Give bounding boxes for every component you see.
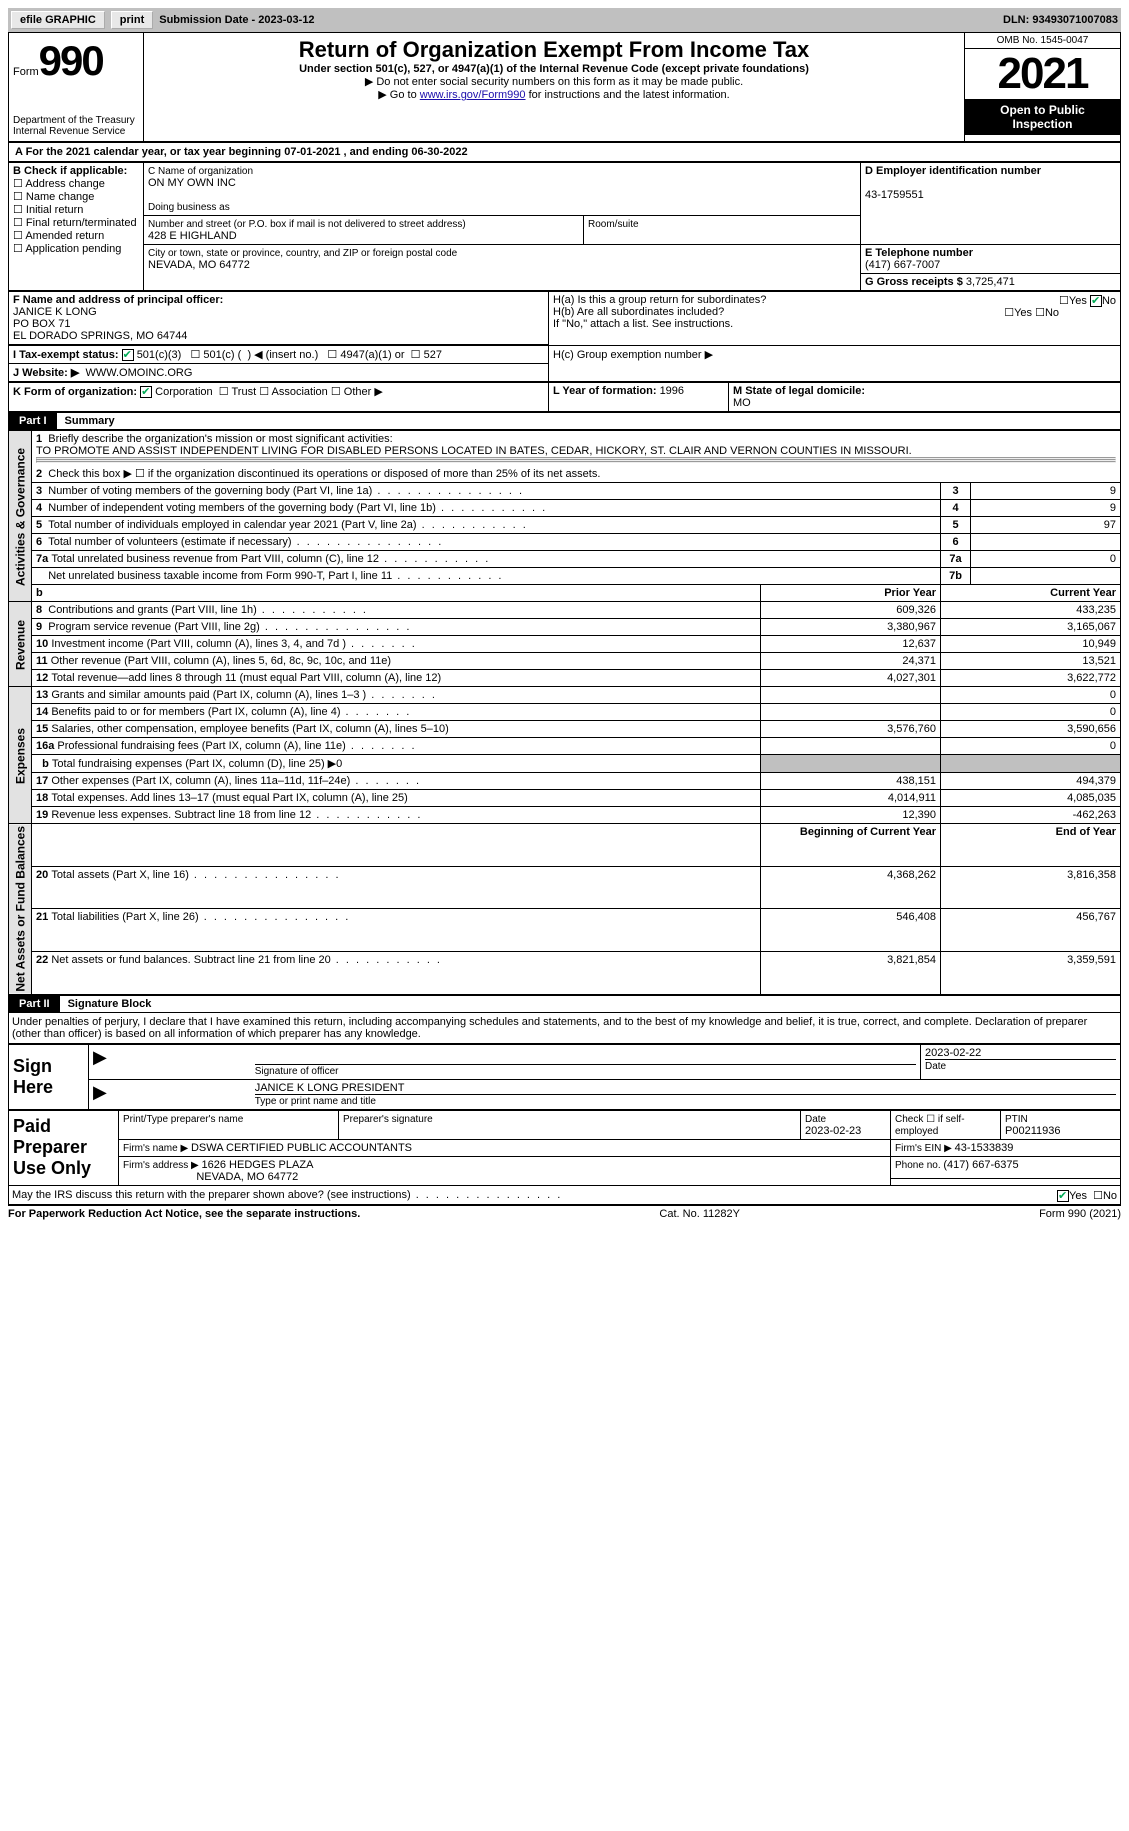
dln: DLN: 93493071007083 [1003, 14, 1118, 26]
signature-block: Sign Here ▶ Signature of officer 2023-02… [8, 1044, 1121, 1110]
l1-label: Briefly describe the organization's miss… [48, 433, 392, 445]
ptin: P00211936 [1005, 1125, 1060, 1137]
firm-ein: 43-1533839 [955, 1142, 1014, 1154]
submission-date: Submission Date - 2023-03-12 [159, 14, 314, 26]
vlabel-revenue: Revenue [13, 619, 27, 669]
city-value: NEVADA, MO 64772 [148, 259, 250, 271]
top-toolbar: efile GRAPHIC print Submission Date - 20… [8, 8, 1121, 32]
phone-label: E Telephone number [865, 247, 973, 259]
ck-amended-return[interactable]: ☐ Amended return [13, 230, 104, 242]
ck-corporation[interactable] [140, 386, 152, 398]
gross-receipts-label: G Gross receipts $ [865, 276, 966, 288]
ein-value: 43-1759551 [865, 189, 924, 201]
form-subtitle: Under section 501(c), 527, or 4947(a)(1)… [148, 63, 960, 75]
form-header: Form990 Department of the Treasury Inter… [8, 32, 1121, 142]
discuss-line: May the IRS discuss this return with the… [8, 1186, 1121, 1205]
website-label: J Website: ▶ [13, 367, 79, 379]
street-value: 428 E HIGHLAND [148, 230, 237, 242]
firm-addr1: 1626 HEDGES PLAZA [202, 1159, 314, 1171]
form-note-2: ▶ Go to www.irs.gov/Form990 for instruct… [148, 88, 960, 101]
ck-name-change[interactable]: ☐ Name change [13, 191, 94, 203]
form-note-1: ▶ Do not enter social security numbers o… [148, 75, 960, 88]
ck-final-return[interactable]: ☐ Final return/terminated [13, 217, 137, 229]
dba-label: Doing business as [148, 202, 230, 213]
status-website-block: I Tax-exempt status: 501(c)(3) ☐ 501(c) … [8, 345, 1121, 382]
tax-status-label: I Tax-exempt status: [13, 349, 119, 361]
form-title: Return of Organization Exempt From Incom… [148, 37, 960, 63]
phone-value: (417) 667-7007 [865, 259, 940, 271]
ck-501c3[interactable] [122, 349, 134, 361]
box-b-label: B Check if applicable: [13, 165, 127, 177]
entity-info-block: B Check if applicable: ☐ Address change … [8, 162, 1121, 291]
l2-text: Check this box ▶ ☐ if the organization d… [48, 468, 600, 480]
hc-label: H(c) Group exemption number ▶ [553, 349, 713, 361]
printed-name: JANICE K LONG PRESIDENT [255, 1082, 405, 1094]
open-inspection: Open to Public Inspection [965, 99, 1120, 135]
street-label: Number and street (or P.O. box if mail i… [148, 219, 466, 230]
ha-no-check[interactable] [1090, 295, 1102, 307]
tax-year: 2021 [965, 49, 1120, 99]
state-domicile: MO [733, 397, 751, 409]
perjury-text: Under penalties of perjury, I declare th… [8, 1013, 1121, 1044]
gross-receipts-value: 3,725,471 [966, 276, 1015, 288]
officer-label: F Name and address of principal officer: [13, 294, 223, 306]
paid-preparer-block: Paid Preparer Use Only Print/Type prepar… [8, 1110, 1121, 1186]
website-value: WWW.OMOINC.ORG [85, 367, 192, 379]
sig-date: 2023-02-22 [925, 1047, 981, 1059]
city-label: City or town, state or province, country… [148, 248, 457, 259]
form-number: 990 [39, 37, 103, 84]
vlabel-activities: Activities & Governance [13, 447, 27, 585]
form-word: Form [13, 66, 39, 78]
dept-treasury: Department of the Treasury Internal Reve… [13, 115, 139, 137]
ck-initial-return[interactable]: ☐ Initial return [13, 204, 83, 216]
summary-table: Activities & Governance 1 Briefly descri… [8, 430, 1121, 995]
ck-app-pending[interactable]: ☐ Application pending [13, 243, 121, 255]
efile-label: efile GRAPHIC [11, 11, 105, 29]
period-line: A For the 2021 calendar year, or tax yea… [8, 142, 1121, 162]
print-button[interactable]: print [111, 11, 153, 29]
ha-label: H(a) Is this a group return for subordin… [553, 294, 766, 306]
firm-phone: (417) 667-6375 [943, 1159, 1018, 1171]
form990-link[interactable]: www.irs.gov/Form990 [420, 89, 526, 101]
omb-number: OMB No. 1545-0047 [965, 33, 1120, 49]
paid-preparer-label: Paid Preparer Use Only [13, 1116, 91, 1178]
sig-officer-label: Signature of officer [255, 1066, 339, 1077]
vlabel-expenses: Expenses [13, 727, 27, 783]
self-employed-check[interactable]: Check ☐ if self-employed [895, 1114, 965, 1137]
part2-header: Part IISignature Block [8, 995, 1121, 1013]
vlabel-netassets: Net Assets or Fund Balances [13, 826, 27, 992]
room-label: Room/suite [588, 219, 639, 230]
page-footer: For Paperwork Reduction Act Notice, see … [8, 1205, 1121, 1220]
firm-addr2: NEVADA, MO 64772 [196, 1171, 298, 1183]
sign-here-label: Sign Here [13, 1056, 53, 1097]
ein-label: D Employer identification number [865, 165, 1041, 177]
org-form-block: K Form of organization: Corporation ☐ Tr… [8, 382, 1121, 412]
officer-addr1: PO BOX 71 [13, 318, 70, 330]
ck-address-change[interactable]: ☐ Address change [13, 178, 105, 190]
firm-name: DSWA CERTIFIED PUBLIC ACCOUNTANTS [191, 1142, 412, 1154]
officer-name: JANICE K LONG [13, 306, 97, 318]
hb-note: If "No," attach a list. See instructions… [553, 318, 733, 330]
discuss-yes-check[interactable] [1057, 1190, 1069, 1202]
l1-text: TO PROMOTE AND ASSIST INDEPENDENT LIVING… [36, 445, 912, 457]
year-formation: 1996 [660, 385, 684, 397]
org-name: ON MY OWN INC [148, 177, 236, 189]
prep-date: 2023-02-23 [805, 1125, 861, 1137]
officer-group-block: F Name and address of principal officer:… [8, 291, 1121, 345]
hb-label: H(b) Are all subordinates included? [553, 306, 724, 318]
org-name-label: C Name of organization [148, 166, 253, 177]
form-org-label: K Form of organization: [13, 386, 137, 398]
part1-header: Part ISummary [8, 412, 1121, 430]
officer-addr2: EL DORADO SPRINGS, MO 64744 [13, 330, 187, 342]
